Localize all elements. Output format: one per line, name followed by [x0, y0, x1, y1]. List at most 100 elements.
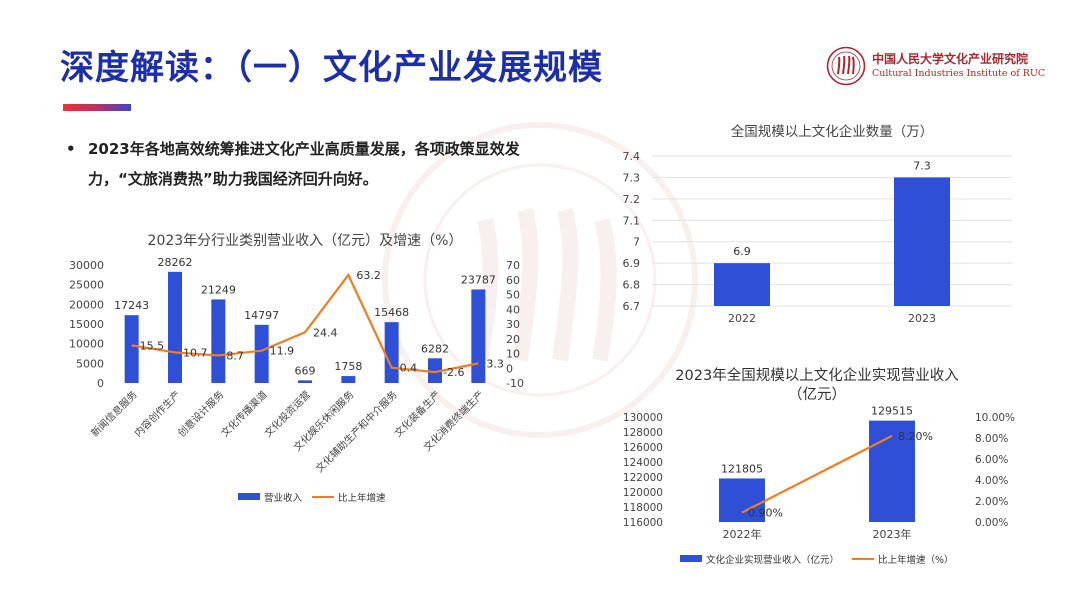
bullet-dot: •: [66, 140, 76, 158]
y-tick-label: 128000: [623, 427, 663, 439]
bar: [719, 478, 765, 522]
bar: [428, 358, 442, 383]
growth-line: [131, 272, 479, 374]
logo-chinese-name: 中国人民大学文化产业研究院: [872, 52, 1029, 66]
y2-tick-label: 50: [506, 289, 520, 302]
y-tick-label: 15000: [69, 318, 104, 331]
y-tick-label: 124000: [623, 457, 663, 469]
bar-value-label: 28262: [158, 256, 193, 269]
y-tick-label: 118000: [623, 502, 663, 514]
growth-value-label: 8.20%: [898, 430, 933, 443]
y2-tick-label: 60: [506, 274, 520, 287]
y2-tick-label: 0: [506, 362, 513, 375]
summary-text: 2023年各地高效统筹推进文化产业高质量发展，各项政策显效发力，“文旅消费热”助…: [88, 140, 520, 188]
growth-value-label: 24.4: [313, 326, 338, 339]
growth-value-label: 3.3: [486, 357, 504, 370]
y-tick-label: 116000: [623, 517, 663, 529]
bar-value-label: 669: [295, 364, 316, 377]
bar: [168, 271, 182, 383]
university-watermark-icon: [382, 122, 698, 438]
growth-value-label: 63.2: [356, 269, 381, 282]
ruc-seal-icon: [826, 46, 866, 86]
y2-tick-label: 40: [506, 303, 520, 316]
bar-value-label: 23787: [461, 273, 496, 286]
chart-title: 2023年全国规模以上文化企业实现营业收入: [675, 366, 958, 384]
legend-line-label: 比上年增速: [338, 492, 386, 504]
bar-value-label: 15468: [374, 306, 409, 319]
summary-bullet: • 2023年各地高效统筹推进文化产业高质量发展，各项政策显效发力，“文旅消费热…: [66, 134, 566, 194]
growth-line: [741, 434, 893, 514]
enterprise-revenue-chart: 2023年全国规模以上文化企业实现营业收入 （亿元） 116000 118000 120…: [623, 366, 1015, 566]
bar: [254, 324, 269, 383]
y-tick-label: 30000: [69, 259, 104, 272]
bar: [384, 322, 399, 383]
bar: [471, 289, 486, 383]
bar: [894, 177, 950, 306]
bar: [714, 263, 770, 306]
legend-bar-label: 营业收入: [264, 492, 303, 504]
logo-english-name: Cultural Industries Institute of RUC: [872, 68, 1046, 79]
bar-value-label: 6.9: [733, 245, 751, 258]
bar-value-label: 129515: [871, 405, 913, 418]
y2-tick-label: 30: [506, 318, 520, 331]
y-tick-label: 7.3: [623, 171, 641, 184]
bar-value-label: 7.3: [913, 159, 931, 172]
y2-tick-label: 2.00%: [975, 496, 1008, 508]
bar-value-label: 14797: [244, 309, 279, 322]
growth-value-label: 11.9: [270, 345, 295, 358]
bar: [869, 420, 915, 522]
y-tick-label: 130000: [623, 412, 663, 424]
bar: [124, 315, 139, 383]
x-category-label: 2023年: [873, 527, 912, 541]
y2-tick-label: 10.00%: [975, 412, 1015, 424]
bar-value-label: 17243: [114, 299, 149, 312]
growth-value-label: -2.6: [443, 366, 464, 379]
y-tick-label: 120000: [623, 487, 663, 499]
y2-tick-label: 10: [506, 348, 520, 361]
growth-value-label: 0.4: [400, 362, 418, 375]
y-tick-label: 6.7: [623, 300, 641, 313]
y2-tick-label: 4.00%: [975, 475, 1008, 487]
y-tick-label: 25000: [69, 279, 104, 292]
y-tick-label: 10000: [69, 338, 104, 351]
legend-bar-swatch: [238, 493, 260, 500]
bar-value-label: 6282: [421, 342, 449, 355]
bar: [341, 376, 356, 383]
x-category-label: 文化辅助生产和中介服务: [313, 388, 400, 475]
bar: [211, 299, 226, 383]
y-tick-label: 6.8: [623, 279, 641, 292]
legend-bar-swatch: [680, 555, 702, 562]
y2-tick-label: 70: [506, 259, 520, 272]
growth-value-label: 10.7: [183, 346, 208, 359]
legend-line-label: 比上年增速（%）: [878, 554, 954, 566]
bar: [298, 380, 312, 383]
y-tick-label: 6.9: [623, 257, 641, 270]
chart-title: 2023年分行业类别营业收入（亿元）及增速（%）: [148, 233, 463, 249]
x-category-label: 2022: [728, 312, 756, 325]
y-tick-label: 7: [633, 236, 640, 249]
growth-value-label: 0.90%: [748, 507, 783, 520]
y-tick-label: 7.2: [623, 193, 641, 206]
chart-title: 全国规模以上文化企业数量（万）: [731, 123, 934, 140]
y2-tick-label: -10: [506, 377, 524, 390]
bar-value-label: 1758: [334, 360, 362, 373]
y-tick-label: 20000: [69, 298, 104, 311]
growth-value-label: 15.5: [140, 339, 165, 352]
industry-revenue-chart: 2023年分行业类别营业收入（亿元）及增速（%） 0 5000 10000 15000 2…: [69, 233, 524, 504]
title-accent-bar: [63, 104, 131, 111]
growth-value-label: 8.7: [226, 349, 244, 362]
x-category-label: 2022年: [723, 527, 762, 541]
institute-logo: 中国人民大学文化产业研究院 Cultural Industries Instit…: [826, 46, 1045, 88]
y-tick-label: 126000: [623, 442, 663, 454]
y-tick-label: 7.1: [623, 214, 641, 227]
legend-bar-label: 文化企业实现营业收入（亿元）: [706, 554, 839, 566]
y-tick-label: 7.4: [623, 150, 641, 163]
y2-tick-label: 20: [506, 333, 520, 346]
bar-value-label: 121805: [721, 462, 763, 475]
y-tick-label: 0: [97, 377, 104, 390]
y-tick-label: 122000: [623, 472, 663, 484]
y-tick-label: 5000: [76, 357, 104, 370]
x-category-label: 2023: [908, 312, 936, 325]
y2-tick-label: 6.00%: [975, 454, 1008, 466]
y2-tick-label: 0.00%: [975, 517, 1008, 529]
